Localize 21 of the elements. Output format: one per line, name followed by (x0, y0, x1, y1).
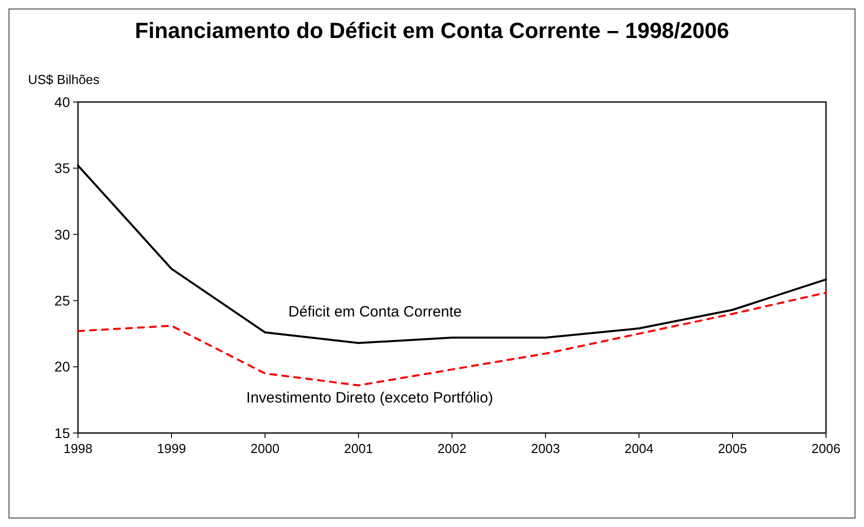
x-tick-label: 1998 (64, 441, 92, 456)
y-tick-label: 30 (54, 226, 70, 242)
x-tick-label: 2006 (812, 441, 840, 456)
x-tick-label: 2005 (718, 441, 747, 456)
x-tick-label: 2001 (344, 441, 373, 456)
line-series (77, 292, 827, 386)
series-label: Déficit em Conta Corrente (288, 303, 462, 320)
x-tick-label: 2004 (624, 441, 654, 456)
y-axis-title: US$ Bilhões (28, 72, 100, 87)
line-series (77, 164, 827, 344)
x-tick-label: 2002 (438, 441, 466, 456)
y-tick-label: 15 (54, 424, 70, 441)
x-tick-label: 2000 (250, 441, 280, 456)
y-tick-label: 20 (54, 358, 70, 375)
series-label: Investimento Direto (exceto Portfólio) (246, 390, 494, 407)
chart-title: Financiamento do Déficit em Conta Corrente – 1998/2006 (134, 18, 730, 43)
y-tick-label: 25 (54, 292, 70, 308)
x-tick-label: 2003 (531, 441, 560, 456)
y-tick-label: 35 (54, 160, 70, 176)
y-tick-label: 40 (54, 94, 70, 110)
x-tick-label: 1999 (157, 441, 186, 456)
